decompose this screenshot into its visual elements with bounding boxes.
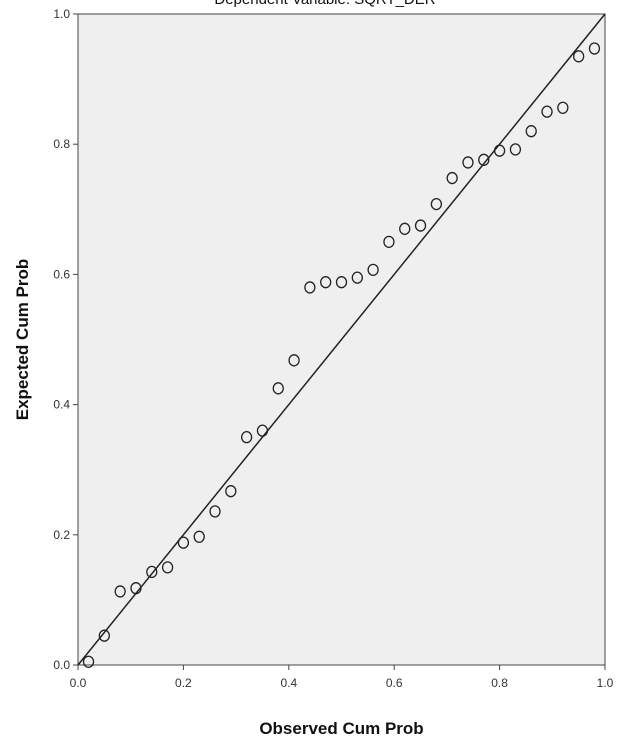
data-point xyxy=(414,219,427,232)
data-point xyxy=(114,585,126,598)
data-point xyxy=(177,536,190,549)
reference-line xyxy=(77,13,606,666)
data-point xyxy=(225,485,237,498)
y-tick-label: 0.6 xyxy=(53,267,70,281)
data-point xyxy=(383,235,395,249)
x-tick-label: 0.2 xyxy=(175,676,192,690)
y-tick-label: 1.0 xyxy=(53,7,70,21)
y-axis-ticks: 0.0 0.2 0.4 0.6 0.8 1.0 xyxy=(53,7,78,672)
y-tick-label: 0.2 xyxy=(53,528,70,542)
data-point xyxy=(509,143,522,156)
data-point xyxy=(256,424,269,437)
data-point xyxy=(557,101,569,114)
y-tick-label: 0.4 xyxy=(53,398,70,412)
data-point xyxy=(462,156,474,169)
chart-title: Dependent Variable: SQRT_DER xyxy=(214,0,435,8)
data-point xyxy=(193,530,205,543)
data-point xyxy=(130,582,142,595)
data-point xyxy=(320,276,332,289)
x-axis-title: Observed Cum Prob xyxy=(259,719,423,738)
data-point xyxy=(478,153,490,166)
y-tick-label: 0.8 xyxy=(53,137,70,151)
y-axis-title: Expected Cum Prob xyxy=(13,259,32,421)
data-point xyxy=(525,125,537,138)
data-point xyxy=(272,382,284,395)
data-point xyxy=(541,105,553,118)
y-tick-label: 0.0 xyxy=(53,658,70,672)
data-point xyxy=(98,629,110,642)
x-tick-label: 0.8 xyxy=(491,676,508,690)
data-point xyxy=(82,655,95,668)
data-point xyxy=(399,222,411,235)
data-point xyxy=(335,276,348,289)
data-point xyxy=(146,565,158,579)
data-point xyxy=(430,197,443,211)
data-point xyxy=(288,354,300,367)
data-points xyxy=(82,42,601,668)
data-point xyxy=(367,263,379,276)
x-tick-label: 0.0 xyxy=(70,676,87,690)
data-point xyxy=(493,144,506,157)
data-point xyxy=(351,271,363,284)
x-tick-label: 1.0 xyxy=(597,676,614,690)
data-point xyxy=(209,505,221,518)
data-point xyxy=(573,50,585,63)
data-point xyxy=(588,42,601,55)
data-point xyxy=(240,430,253,444)
x-tick-label: 0.4 xyxy=(280,676,297,690)
x-tick-label: 0.6 xyxy=(386,676,403,690)
data-point xyxy=(446,171,458,185)
data-point xyxy=(304,281,316,294)
data-point xyxy=(161,561,174,574)
x-axis-ticks: 0.0 0.2 0.4 0.6 0.8 1.0 xyxy=(70,665,614,690)
